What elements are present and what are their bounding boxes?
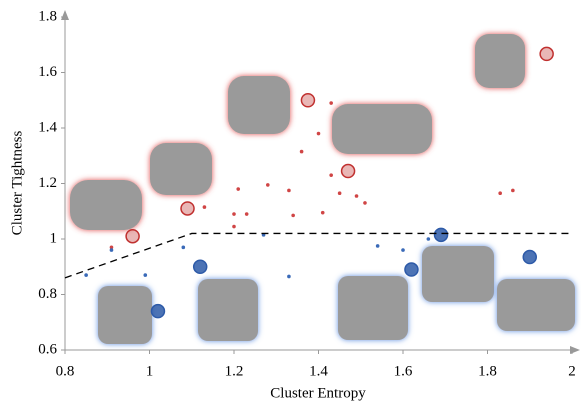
x-tick-label: 1.6 (394, 363, 413, 379)
thumbnail (198, 279, 258, 341)
y-tick-label: 0.8 (38, 286, 57, 302)
cluster-dot (511, 189, 515, 193)
cluster-dot (338, 191, 342, 195)
cluster-dot (84, 273, 88, 277)
cluster-dot (266, 183, 270, 187)
cluster-dot (232, 225, 236, 229)
cluster-marker (194, 260, 207, 273)
cluster-dot (291, 214, 295, 218)
x-tick-label: 2 (568, 363, 576, 379)
y-axis-arrow (61, 10, 69, 20)
thumbnail (422, 246, 494, 302)
cluster-dot (355, 194, 359, 198)
y-axis-label: Cluster Tightness (9, 131, 25, 236)
y-tick-label: 1.6 (38, 64, 57, 80)
chart: Cluster Entropy Cluster Tightness 0.8 1 1.… (0, 0, 581, 405)
thumbnail (332, 104, 432, 154)
thumbnail (338, 276, 408, 340)
cluster-marker (301, 94, 314, 107)
cluster-dot (287, 189, 291, 193)
cluster-dot (376, 244, 380, 248)
thumbnail (150, 143, 212, 195)
cluster-dot (427, 237, 431, 241)
x-tick-label: 1.2 (225, 363, 244, 379)
y-tick-label: 1.8 (38, 8, 57, 24)
cluster-marker (181, 202, 194, 215)
cluster-dot (143, 273, 147, 277)
cluster-dot (232, 212, 236, 216)
cluster-dot (110, 248, 114, 252)
thumbnail (475, 34, 525, 88)
x-axis-label: Cluster Entropy (270, 385, 366, 401)
cluster-marker (540, 47, 553, 60)
cluster-dot (245, 212, 249, 216)
thumbnail (497, 279, 575, 331)
cluster-marker (342, 165, 355, 178)
cluster-dot (236, 187, 240, 191)
thumbnail (98, 286, 152, 344)
x-tick-label: 1 (146, 363, 154, 379)
cluster-dot (363, 201, 367, 205)
cluster-dot (498, 191, 502, 195)
cluster-dot (300, 150, 304, 154)
cluster-marker (151, 305, 164, 318)
y-tick-label: 1 (50, 230, 58, 246)
cluster-marker (523, 251, 536, 264)
y-tick-label: 1.4 (38, 119, 57, 135)
cluster-marker (435, 228, 448, 241)
boundary-line (65, 233, 572, 277)
cluster-dot (329, 101, 333, 105)
thumbnails (70, 34, 575, 344)
cluster-dot (317, 132, 321, 136)
cluster-dot (329, 173, 333, 177)
cluster-dot (203, 205, 207, 209)
cluster-dot (401, 248, 405, 252)
cluster-marker (405, 263, 418, 276)
thumbnail (70, 180, 142, 230)
cluster-marker (126, 230, 139, 243)
cluster-dot (321, 211, 325, 215)
cluster-dot (182, 246, 186, 250)
cluster-dot (287, 275, 291, 279)
x-tick-label: 1.4 (309, 363, 328, 379)
x-tick-label: 0.8 (56, 363, 75, 379)
thumbnail (228, 76, 290, 134)
y-tick-label: 1.2 (38, 175, 57, 191)
x-tick-label: 1.8 (478, 363, 497, 379)
y-tick-label: 0.6 (38, 341, 57, 357)
